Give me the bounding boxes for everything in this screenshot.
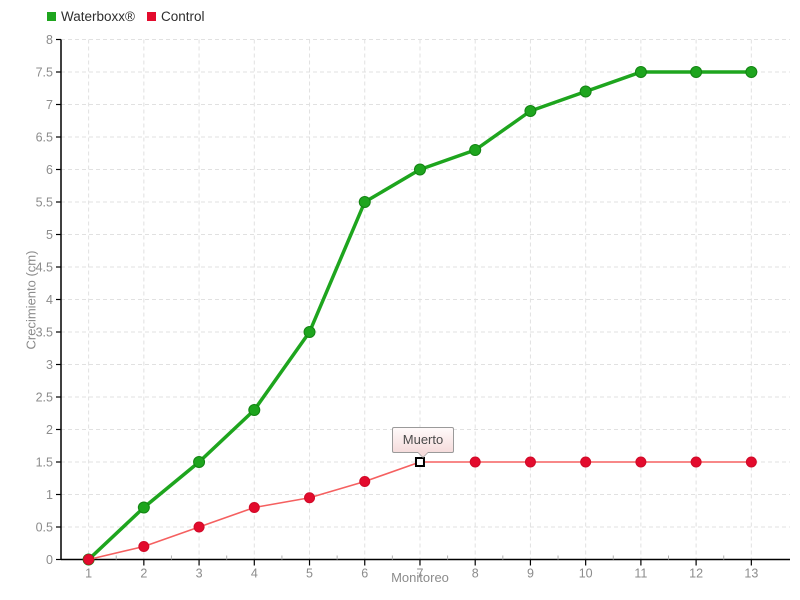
data-point-marker[interactable] <box>138 541 150 552</box>
y-tick-label: 2 <box>46 423 53 437</box>
x-tick-label: 7 <box>417 567 424 581</box>
legend-label: Waterboxx® <box>61 9 135 24</box>
data-point-marker[interactable] <box>579 85 592 98</box>
y-tick-label: 4.5 <box>36 261 53 275</box>
data-point-marker[interactable] <box>524 105 537 117</box>
x-tick-label: 1 <box>85 567 92 581</box>
legend-label: Control <box>160 9 205 24</box>
data-point-marker[interactable] <box>524 456 536 468</box>
y-tick-label: 4 <box>46 293 53 307</box>
data-point-marker[interactable] <box>690 456 702 468</box>
data-point-marker[interactable] <box>745 456 757 468</box>
y-axis-title: Crecimiento (cm) <box>23 250 39 350</box>
legend-item[interactable]: Control <box>146 9 205 24</box>
data-point-marker[interactable] <box>359 476 371 487</box>
y-tick-label: 7 <box>46 98 53 112</box>
legend-swatch-icon <box>47 12 56 21</box>
y-tick-label: 3 <box>46 358 53 372</box>
x-tick-label: 9 <box>527 567 534 581</box>
y-tick-label: 1.5 <box>36 456 53 470</box>
legend-swatch-icon <box>146 12 156 21</box>
x-tick-label: 3 <box>196 567 203 581</box>
y-tick-label: 0.5 <box>36 521 53 535</box>
x-tick-label: 2 <box>140 567 147 581</box>
data-point-marker[interactable] <box>304 492 316 504</box>
data-point-marker[interactable] <box>413 163 426 176</box>
legend-item[interactable]: Waterboxx® <box>47 9 135 24</box>
data-point-marker[interactable] <box>634 66 647 78</box>
data-point-marker[interactable] <box>193 456 206 468</box>
x-tick-label: 11 <box>634 567 647 581</box>
y-tick-label: 3.5 <box>36 326 53 340</box>
data-point-marker[interactable] <box>193 521 205 533</box>
y-tick-label: 7.5 <box>36 66 53 80</box>
y-tick-label: 6 <box>46 163 53 177</box>
y-tick-label: 5.5 <box>36 196 53 210</box>
data-point-marker[interactable] <box>303 326 316 338</box>
y-tick-label: 5 <box>46 228 53 242</box>
data-point-marker[interactable] <box>745 66 758 78</box>
x-tick-label: 10 <box>579 567 593 581</box>
x-axis-title: Monitoreo <box>391 570 449 585</box>
x-tick-label: 8 <box>472 567 479 581</box>
data-point-marker[interactable] <box>580 456 592 468</box>
data-point-marker[interactable] <box>358 196 371 208</box>
y-tick-label: 8 <box>46 33 53 47</box>
y-tick-label: 6.5 <box>36 131 53 145</box>
muerto-annotation-tooltip: Muerto <box>392 427 454 458</box>
y-tick-label: 2.5 <box>36 391 53 405</box>
x-tick-label: 6 <box>361 567 368 581</box>
x-tick-label: 4 <box>251 567 258 581</box>
x-tick-label: 5 <box>306 567 313 581</box>
y-tick-label: 1 <box>46 488 53 502</box>
chart-legend: Waterboxx® Control <box>47 9 205 24</box>
data-point-marker[interactable] <box>83 554 95 565</box>
data-point-marker[interactable] <box>469 456 481 468</box>
data-point-marker[interactable] <box>690 66 703 78</box>
data-point-marker[interactable] <box>469 144 482 156</box>
x-tick-label: 13 <box>744 567 758 581</box>
dead-plant-marker[interactable] <box>414 457 425 467</box>
data-point-marker[interactable] <box>635 456 647 468</box>
data-point-marker[interactable] <box>137 501 150 514</box>
x-tick-label: 12 <box>689 567 703 581</box>
y-tick-label: 0 <box>46 553 53 567</box>
data-point-marker[interactable] <box>248 502 260 513</box>
data-point-marker[interactable] <box>248 404 261 416</box>
